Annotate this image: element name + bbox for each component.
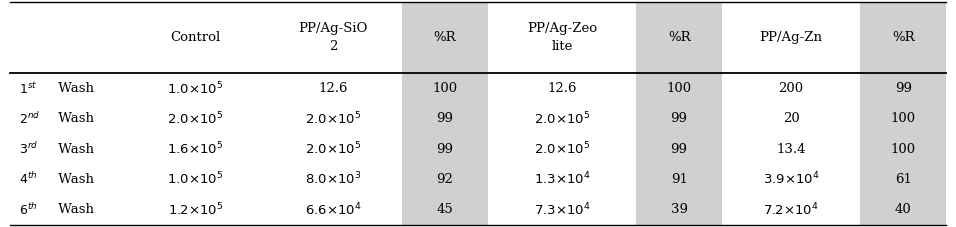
Text: $3.9{\times}10^{4}$: $3.9{\times}10^{4}$ [763,171,819,188]
Text: $7.3{\times}10^{4}$: $7.3{\times}10^{4}$ [533,201,590,218]
Text: 100: 100 [891,112,916,125]
Text: $1.0{\times}10^{5}$: $1.0{\times}10^{5}$ [167,171,224,188]
Text: 92: 92 [437,173,453,186]
Bar [402,2,489,225]
Text: 39: 39 [670,203,687,216]
Text: $2.0{\times}10^{5}$: $2.0{\times}10^{5}$ [534,141,590,157]
Text: 12.6: 12.6 [318,82,348,95]
Text: 12.6: 12.6 [547,82,576,95]
Text: 40: 40 [895,203,911,216]
Text: $1.3{\times}10^{4}$: $1.3{\times}10^{4}$ [533,171,590,188]
Text: Wash: Wash [54,143,94,155]
Bar [859,2,946,225]
Text: PP/Ag-Zeo
lite: PP/Ag-Zeo lite [527,22,598,53]
Text: 20: 20 [783,112,799,125]
Text: 100: 100 [432,82,458,95]
Text: Wash: Wash [54,173,94,186]
Text: 100: 100 [891,143,916,155]
Text: PP/Ag-SiO
2: PP/Ag-SiO 2 [298,22,367,53]
Text: $1.0{\times}10^{5}$: $1.0{\times}10^{5}$ [167,80,224,97]
Text: %R: %R [892,31,915,44]
Text: $1^{st}$: $1^{st}$ [19,81,37,96]
Text: 100: 100 [666,82,692,95]
Text: 99: 99 [670,112,687,125]
Text: 61: 61 [895,173,912,186]
Text: 99: 99 [670,143,687,155]
Text: 13.4: 13.4 [776,143,806,155]
Text: $2.0{\times}10^{5}$: $2.0{\times}10^{5}$ [305,141,361,157]
Text: PP/Ag-Zn: PP/Ag-Zn [760,31,823,44]
Text: Wash: Wash [54,203,94,216]
Text: $1.2{\times}10^{5}$: $1.2{\times}10^{5}$ [167,201,223,218]
Text: Wash: Wash [54,112,94,125]
Text: $2^{nd}$: $2^{nd}$ [19,111,40,127]
Text: $6.6{\times}10^{4}$: $6.6{\times}10^{4}$ [305,201,361,218]
Bar [636,2,723,225]
Text: $6^{th}$: $6^{th}$ [19,202,37,217]
Text: Wash: Wash [54,82,94,95]
Text: 99: 99 [895,82,912,95]
Text: Control: Control [170,31,221,44]
Text: 45: 45 [437,203,453,216]
Text: 99: 99 [436,112,453,125]
Text: $4^{th}$: $4^{th}$ [19,171,37,187]
Text: $2.0{\times}10^{5}$: $2.0{\times}10^{5}$ [534,111,590,127]
Text: 200: 200 [778,82,804,95]
Text: $7.2{\times}10^{4}$: $7.2{\times}10^{4}$ [763,201,819,218]
Text: 99: 99 [436,143,453,155]
Text: %R: %R [434,31,456,44]
Text: $3^{rd}$: $3^{rd}$ [19,141,38,157]
Text: $1.6{\times}10^{5}$: $1.6{\times}10^{5}$ [167,141,224,157]
Text: $2.0{\times}10^{5}$: $2.0{\times}10^{5}$ [167,111,224,127]
Text: $2.0{\times}10^{5}$: $2.0{\times}10^{5}$ [305,111,361,127]
Text: $8.0{\times}10^{3}$: $8.0{\times}10^{3}$ [305,171,361,188]
Text: %R: %R [668,31,690,44]
Text: 91: 91 [671,173,687,186]
